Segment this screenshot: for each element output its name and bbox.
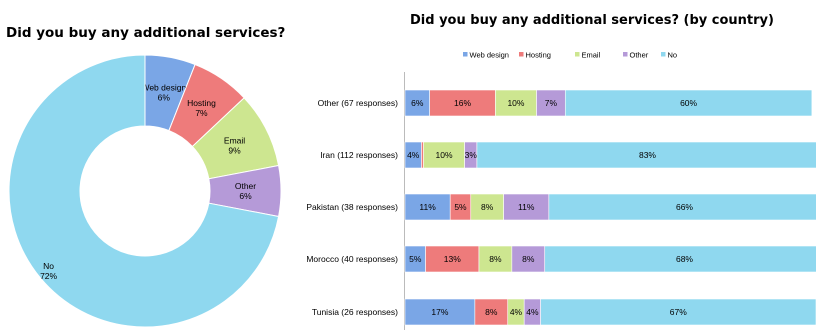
bar-segment-iran-no bbox=[476, 141, 816, 169]
bar-segment-iran-hosting bbox=[421, 141, 424, 169]
bar-label-tunisia-web-design: 17% bbox=[431, 307, 448, 317]
legend-swatch-web-design bbox=[463, 52, 468, 57]
bar-segment-other-hosting bbox=[429, 89, 496, 117]
legend-label-web-design: Web design bbox=[470, 51, 509, 60]
legend-label-other: Other bbox=[630, 51, 649, 60]
bar-segment-pakistan-no bbox=[548, 193, 816, 221]
category-label-pakistan: Pakistan (38 responses) bbox=[306, 202, 398, 212]
bar-segment-tunisia-no bbox=[540, 298, 816, 326]
bar-label-morocco-no: 68% bbox=[676, 254, 693, 264]
donut-chart: Web design 6%Hosting 7% Email 9% Other 6% No 72% bbox=[8, 54, 282, 328]
bar-segment-morocco-other bbox=[511, 245, 546, 273]
legend-swatch-other bbox=[623, 52, 628, 57]
bar-label-other-email: 10% bbox=[507, 98, 524, 108]
bar-label-morocco-email: 8% bbox=[489, 254, 502, 264]
bar-segment-pakistan-web-design bbox=[404, 193, 451, 221]
category-label-iran: Iran (112 responses) bbox=[320, 150, 398, 160]
bar-segment-pakistan-email bbox=[470, 193, 504, 221]
bar-label-morocco-web-design: 5% bbox=[409, 254, 422, 264]
bar-segment-pakistan-other bbox=[503, 193, 550, 221]
donut-label-web-design: Web design 6% bbox=[141, 82, 186, 102]
bar-segment-morocco-hosting bbox=[425, 245, 480, 273]
bar-label-pakistan-hosting: 5% bbox=[454, 202, 467, 212]
bar-label-pakistan-web-design: 11% bbox=[419, 202, 436, 212]
legend-label-hosting: Hosting bbox=[526, 51, 551, 60]
donut-chart-title: Did you buy any additional services? bbox=[6, 25, 285, 41]
donut-label-no: No 72% bbox=[40, 261, 57, 281]
legend-swatch-no bbox=[661, 52, 666, 57]
bar-label-iran-email: 10% bbox=[436, 150, 453, 160]
bar-chart-legend: Web design Hosting Email Other No bbox=[463, 51, 677, 60]
bar-label-morocco-hosting: 13% bbox=[444, 254, 461, 264]
bar-label-iran-no: 83% bbox=[639, 150, 656, 160]
bar-segment-other-email bbox=[495, 89, 537, 117]
bar-segment-other-web-design bbox=[404, 89, 430, 117]
donut-label-email: Email 9% bbox=[224, 135, 245, 155]
legend-label-email: Email bbox=[582, 51, 601, 60]
bar-label-tunisia-email: 4% bbox=[510, 307, 523, 317]
bar-label-tunisia-no: 67% bbox=[670, 307, 687, 317]
bar-label-iran-other: 3% bbox=[465, 150, 478, 160]
donut-slice-no bbox=[8, 54, 280, 328]
bar-label-pakistan-other: 11% bbox=[518, 202, 535, 212]
stacked-bar-chart: Other (67 responses) 6% 16% 10% 7% 60% Iran (1… bbox=[306, 89, 816, 326]
category-label-morocco: Morocco (40 responses) bbox=[306, 254, 398, 264]
bar-label-morocco-other: 8% bbox=[522, 254, 535, 264]
legend-label-no: No bbox=[668, 51, 678, 60]
bar-segment-other-no bbox=[564, 89, 813, 117]
legend-swatch-hosting bbox=[519, 52, 524, 57]
bar-label-other-web-design: 6% bbox=[411, 98, 424, 108]
legend-swatch-email bbox=[575, 52, 580, 57]
bar-label-other-other: 7% bbox=[545, 98, 558, 108]
bar-segment-iran-email bbox=[423, 141, 465, 169]
bar-segment-tunisia-hosting bbox=[474, 298, 509, 326]
bar-label-tunisia-hosting: 8% bbox=[485, 307, 498, 317]
category-label-tunisia: Tunisia (26 responses) bbox=[312, 307, 398, 317]
category-label-other: Other (67 responses) bbox=[318, 98, 398, 108]
bar-label-pakistan-email: 8% bbox=[481, 202, 494, 212]
bar-label-pakistan-no: 66% bbox=[676, 202, 693, 212]
bar-label-tunisia-other: 4% bbox=[526, 307, 539, 317]
bar-segment-morocco-email bbox=[478, 245, 513, 273]
bar-label-iran-web-design: 4% bbox=[407, 150, 420, 160]
bar-label-other-no: 60% bbox=[680, 98, 697, 108]
donut-label-other: Other 6% bbox=[235, 181, 256, 201]
donut-label-hosting: Hosting 7% bbox=[187, 98, 216, 118]
bar-chart-title: Did you buy any additional services? (by… bbox=[410, 13, 774, 28]
bar-label-other-hosting: 16% bbox=[454, 98, 471, 108]
bar-segment-morocco-no bbox=[544, 245, 816, 273]
